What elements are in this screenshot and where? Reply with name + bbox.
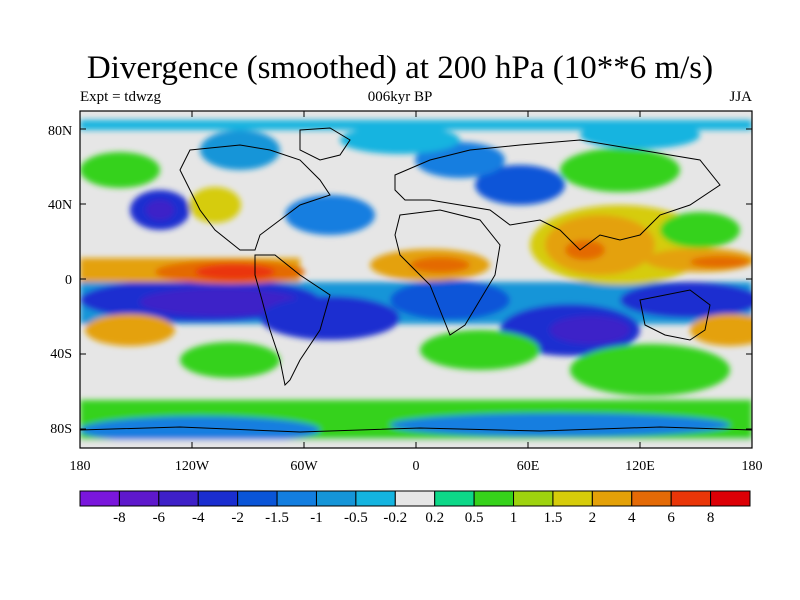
colorbar-box bbox=[158, 490, 199, 507]
colorbar-box bbox=[670, 490, 712, 507]
lon-label-180e: 180 bbox=[741, 459, 763, 474]
lat-label-80n: 80N bbox=[48, 124, 73, 139]
lon-label-120e: 120E bbox=[625, 459, 655, 474]
colorbar-box bbox=[315, 490, 357, 507]
colorbar-tick-label: -0.5 bbox=[344, 510, 368, 526]
colorbar-tick-label: -1 bbox=[310, 510, 323, 526]
colorbar-tick-label: 0.2 bbox=[425, 510, 445, 526]
colorbar-tick-label: 1 bbox=[509, 510, 518, 526]
colorbar-box bbox=[79, 490, 120, 507]
continent-outlines bbox=[80, 127, 752, 433]
colorbar-tick-label: -1.5 bbox=[265, 510, 289, 526]
colorbar-tick-label: -8 bbox=[113, 510, 126, 526]
colorbar-box bbox=[118, 490, 160, 507]
lat-label-0: 0 bbox=[65, 273, 72, 288]
colorbar-box bbox=[434, 490, 475, 507]
colorbar-box bbox=[237, 490, 278, 507]
season-label: JJA bbox=[729, 89, 752, 105]
colorbar-box bbox=[513, 490, 554, 507]
colorbar-box bbox=[355, 490, 396, 507]
lon-label-0: 0 bbox=[412, 459, 420, 474]
experiment-label: Expt = tdwzg bbox=[80, 89, 161, 105]
colorbar-tick-label: 0.5 bbox=[464, 510, 484, 526]
colorbar-box bbox=[552, 490, 593, 507]
lat-label-80s: 80S bbox=[50, 422, 72, 437]
colorbar-box bbox=[276, 490, 317, 507]
colorbar-tick-label: -4 bbox=[191, 510, 205, 526]
lon-label-180w: 180 bbox=[69, 459, 91, 474]
colorbar-tick-label: -0.2 bbox=[383, 510, 408, 526]
colorbar-box bbox=[394, 490, 436, 507]
lon-label-120w: 120W bbox=[174, 459, 210, 474]
lon-label-60e: 60E bbox=[516, 459, 540, 474]
colorbar-box bbox=[591, 490, 633, 507]
colorbar-tick-label: 4 bbox=[628, 510, 636, 526]
colorbar-box bbox=[631, 490, 672, 507]
lat-label-40n: 40N bbox=[48, 198, 73, 213]
tick-marks bbox=[79, 111, 753, 448]
colorbar-boxes bbox=[79, 490, 751, 507]
period-label: 006kyr BP bbox=[367, 89, 433, 105]
colorbar-tick-label: 2 bbox=[588, 510, 597, 526]
colorbar-box bbox=[710, 490, 751, 507]
colorbar-tick-label: -2 bbox=[231, 510, 244, 526]
divergence-field bbox=[80, 111, 752, 448]
colorbar-tick-label: 6 bbox=[667, 510, 675, 526]
colorbar-tick-label: 1.5 bbox=[543, 510, 563, 526]
colorbar-tick-label: -6 bbox=[152, 510, 166, 526]
lon-label-60w: 60W bbox=[290, 459, 318, 474]
colorbar-box bbox=[473, 490, 515, 507]
colorbar-tick-label: 8 bbox=[706, 510, 715, 526]
colorbar-box bbox=[197, 490, 239, 507]
lat-label-40s: 40S bbox=[50, 347, 72, 362]
map-title: Divergence (smoothed) at 200 hPa (10**6 … bbox=[86, 50, 714, 86]
